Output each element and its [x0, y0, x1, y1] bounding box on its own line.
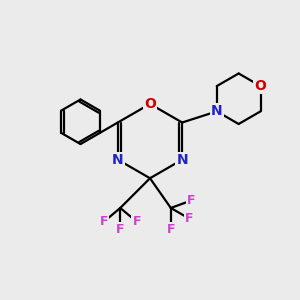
Text: N: N [176, 153, 188, 167]
Text: O: O [144, 97, 156, 111]
Text: F: F [116, 223, 124, 236]
Text: F: F [100, 215, 108, 228]
Text: O: O [255, 79, 266, 93]
Text: F: F [185, 212, 194, 225]
Text: N: N [112, 153, 124, 167]
Text: F: F [167, 223, 175, 236]
Text: N: N [211, 104, 223, 118]
Text: F: F [132, 215, 141, 228]
Text: F: F [187, 194, 195, 207]
